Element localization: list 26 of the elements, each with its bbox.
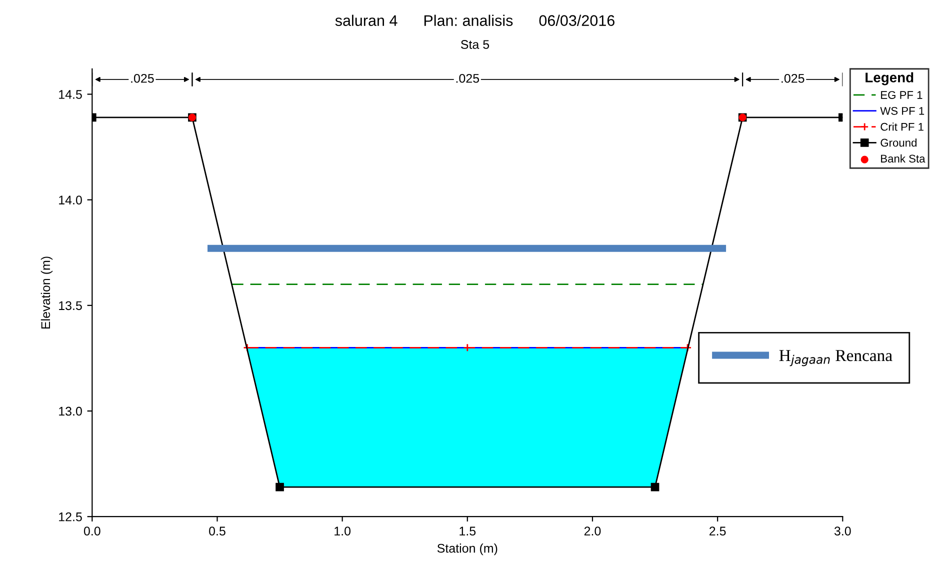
y-axis-title: Elevation (m)	[40, 256, 53, 329]
legend-title: Legend	[866, 72, 914, 86]
x-axis-title: Station (m)	[437, 544, 498, 556]
legend-label: EG PF 1	[881, 91, 922, 99]
annotation: .025	[782, 74, 804, 83]
legend-label: Bank Sta	[881, 154, 926, 163]
chart-title: saluran 4 Plan: analisis 06/03/2016	[335, 14, 614, 26]
y-tick-label: 14.0	[59, 196, 82, 204]
y-tick-label: 13.5	[59, 301, 82, 310]
x-tick-label: 0.0	[84, 526, 100, 536]
legend-label: Ground	[880, 138, 916, 147]
x-tick-label: 1.0	[334, 526, 351, 536]
y-tick-label: 13.0	[59, 406, 82, 416]
chart-subtitle: Sta 5	[460, 40, 490, 49]
legend-label: Crit PF 1	[880, 122, 924, 131]
x-tick-label: 3.0	[834, 526, 851, 536]
x-tick-label: 1.5	[460, 526, 476, 536]
y-tick-label: 14.5	[59, 90, 82, 99]
annotation: .025	[456, 74, 480, 83]
x-tick-label: 2.0	[584, 526, 601, 536]
y-tick-label: 12.5	[59, 512, 82, 522]
legend-label: H$_{jagaan}$ Rencana	[779, 350, 892, 366]
annotation: .025	[131, 74, 154, 83]
legend-label: WS PF 1	[880, 106, 924, 115]
x-tick-label: 0.5	[209, 526, 226, 536]
x-tick-label: 2.5	[710, 526, 726, 536]
